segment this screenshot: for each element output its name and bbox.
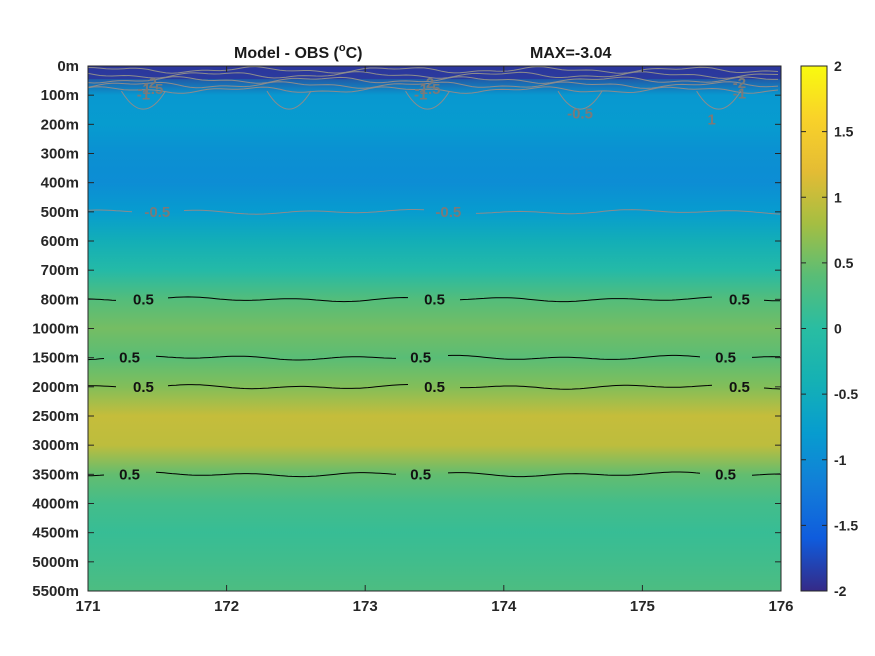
x-tick-label-4: 175 bbox=[630, 598, 655, 615]
contour-line-0 bbox=[88, 296, 780, 303]
surface-bowl-1 bbox=[266, 90, 312, 110]
surface-layer bbox=[88, 66, 781, 110]
surface-label-0: -2 bbox=[144, 75, 157, 92]
contour-label-2-1: 0.5 bbox=[424, 379, 445, 396]
y-tick-label-5: 500m bbox=[41, 204, 79, 221]
heatmap-field bbox=[88, 66, 781, 591]
surface-bowl-0 bbox=[121, 90, 166, 110]
x-tick-label-3: 174 bbox=[491, 598, 517, 615]
contour-label-1-1: 0.5 bbox=[410, 350, 431, 367]
contour-label-3-0: 0.5 bbox=[119, 466, 140, 483]
cb-tick-label-0: 2 bbox=[834, 58, 842, 74]
plot-area: 0.5 0.5 0.5 0.5 0.5 0.5 0.5 0.5 0.5 0.5 0.5 0.5 -0.5… bbox=[87, 65, 782, 592]
y-tick-label-15: 4000m bbox=[32, 496, 79, 513]
cb-tick-label-1: 1.5 bbox=[834, 124, 854, 140]
surface-contour-2 bbox=[88, 76, 778, 84]
contour-line-3 bbox=[88, 471, 781, 478]
contour-lines bbox=[88, 209, 781, 478]
surface-label-2: -1 bbox=[137, 87, 150, 104]
y-tick-label-11: 2000m bbox=[32, 379, 79, 396]
y-tick-label-3: 300m bbox=[41, 146, 79, 163]
surface-label-5: -1 bbox=[414, 87, 427, 104]
contour-line-4 bbox=[88, 209, 781, 215]
x-axis: 171 172 173 174 175 176 bbox=[75, 66, 794, 615]
cb-tick-label-7: -1.5 bbox=[834, 517, 858, 533]
max-annotation: MAX=-3.04 bbox=[530, 45, 611, 62]
y-tick-label-9: 1000m bbox=[32, 321, 79, 338]
x-tick-label-2: 173 bbox=[353, 598, 378, 615]
surface-bowl-2 bbox=[405, 90, 450, 110]
contour-label-0-0: 0.5 bbox=[133, 291, 154, 308]
cb-tick-label-3: 0.5 bbox=[834, 255, 854, 271]
contour-label-3-1: 0.5 bbox=[410, 466, 431, 483]
surface-contour-1 bbox=[88, 71, 779, 79]
contour-line-2 bbox=[88, 384, 781, 390]
surface-contour-3 bbox=[88, 81, 779, 89]
contour-line-1 bbox=[88, 354, 781, 361]
y-tick-label-12: 2500m bbox=[32, 408, 79, 425]
contour-label-0-1: 0.5 bbox=[424, 291, 445, 308]
contour-label-1-2: 0.5 bbox=[715, 350, 736, 367]
contour-label-4-0: -0.5 bbox=[144, 204, 170, 221]
y-tick-label-10: 1500m bbox=[32, 350, 79, 367]
cb-tick-label-6: -1 bbox=[834, 452, 847, 468]
colorbar-ticks: 2 1.5 1 0.5 0 -0.5 -1 -1.5 -2 bbox=[801, 58, 858, 599]
x-tick-label-5: 176 bbox=[768, 598, 793, 615]
cb-tick-label-8: -2 bbox=[834, 583, 847, 599]
chart-title: Model - OBS (oC) bbox=[234, 42, 363, 62]
surface-contour-0 bbox=[88, 66, 779, 74]
y-tick-label-1: 100m bbox=[41, 87, 79, 104]
cb-tick-label-5: -0.5 bbox=[834, 386, 858, 402]
surface-label-4: -1.5 bbox=[415, 81, 441, 98]
cb-tick-label-2: 1 bbox=[834, 189, 842, 205]
contour-label-3-2: 0.5 bbox=[715, 466, 736, 483]
surface-bowl-3 bbox=[557, 90, 603, 110]
surface-label-7: -2 bbox=[733, 75, 746, 92]
colorbar: 2 1.5 1 0.5 0 -0.5 -1 -1.5 -2 bbox=[800, 58, 858, 599]
surface-contour-4 bbox=[88, 86, 779, 94]
y-tick-label-13: 3000m bbox=[32, 437, 79, 454]
y-tick-label-0: 0m bbox=[57, 58, 79, 75]
y-tick-label-4: 400m bbox=[41, 175, 79, 192]
y-tick-label-7: 700m bbox=[41, 262, 79, 279]
y-tick-label-18: 5500m bbox=[32, 583, 79, 600]
contour-label-0-2: 0.5 bbox=[729, 291, 750, 308]
cb-tick-label-4: 0 bbox=[834, 321, 842, 337]
contour-label-2-0: 0.5 bbox=[133, 379, 154, 396]
surface-label-3: -2 bbox=[421, 75, 434, 92]
y-tick-label-14: 3500m bbox=[32, 466, 79, 483]
x-tick-label-1: 172 bbox=[214, 598, 239, 615]
contour-label-4-1: -0.5 bbox=[435, 204, 461, 221]
surface-label-6: -0.5 bbox=[567, 106, 593, 123]
surface-bowl-4 bbox=[696, 90, 742, 110]
y-tick-label-8: 800m bbox=[41, 291, 79, 308]
contour-labels: 0.5 0.5 0.5 0.5 0.5 0.5 0.5 0.5 0.5 0.5 0.5 0.5 -0.5… bbox=[119, 75, 750, 483]
y-tick-label-16: 4500m bbox=[32, 525, 79, 542]
surface-label-8: -1 bbox=[733, 85, 746, 102]
y-tick-label-6: 600m bbox=[41, 233, 79, 250]
y-axis: 0m 100m 200m 300m 400m 500m 600m 700m 800m 1000m 1… bbox=[32, 58, 781, 600]
y-tick-label-2: 200m bbox=[41, 116, 79, 133]
surface-label-9: 1 bbox=[708, 112, 716, 129]
contour-label-1-0: 0.5 bbox=[119, 350, 140, 367]
surface-label-1: -1.5 bbox=[137, 81, 163, 98]
x-tick-label-0: 171 bbox=[75, 598, 100, 615]
contour-label-2-2: 0.5 bbox=[729, 379, 750, 396]
y-tick-label-17: 5000m bbox=[32, 554, 79, 571]
